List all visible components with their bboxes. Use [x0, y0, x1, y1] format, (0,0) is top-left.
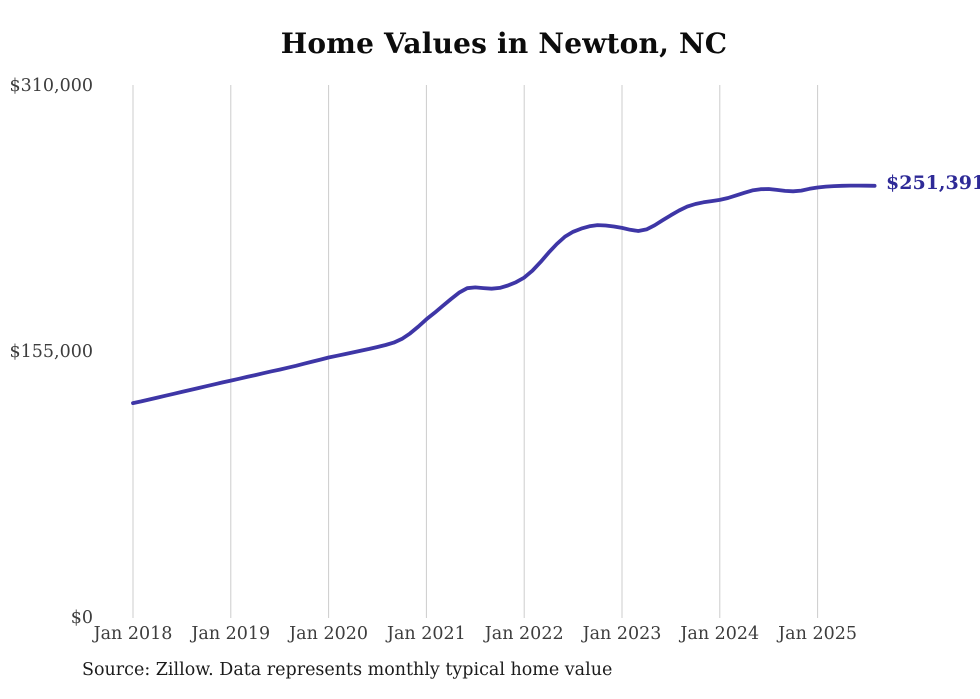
x-tick-label: Jan 2021 [386, 624, 466, 644]
x-tick-label: Jan 2024 [680, 624, 760, 644]
chart-title: Home Values in Newton, NC [280, 27, 728, 60]
x-tick-label: Jan 2023 [582, 624, 662, 644]
x-tick-label: Jan 2025 [778, 624, 857, 644]
home-value-line [131, 183, 877, 406]
x-tick-label: Jan 2020 [289, 624, 368, 644]
x-tick-label: Jan 2022 [484, 624, 564, 644]
y-tick-label-0: $0 [70, 608, 93, 628]
current-value-label: $251,391 [886, 171, 980, 194]
x-tick-label: Jan 2018 [93, 624, 173, 644]
x-tick-label: Jan 2019 [191, 624, 271, 644]
y-tick-label-155000: $155,000 [9, 342, 93, 362]
y-tick-label-310000: $310,000 [9, 76, 93, 96]
source-note: Source: Zillow. Data represents monthly … [82, 660, 613, 680]
